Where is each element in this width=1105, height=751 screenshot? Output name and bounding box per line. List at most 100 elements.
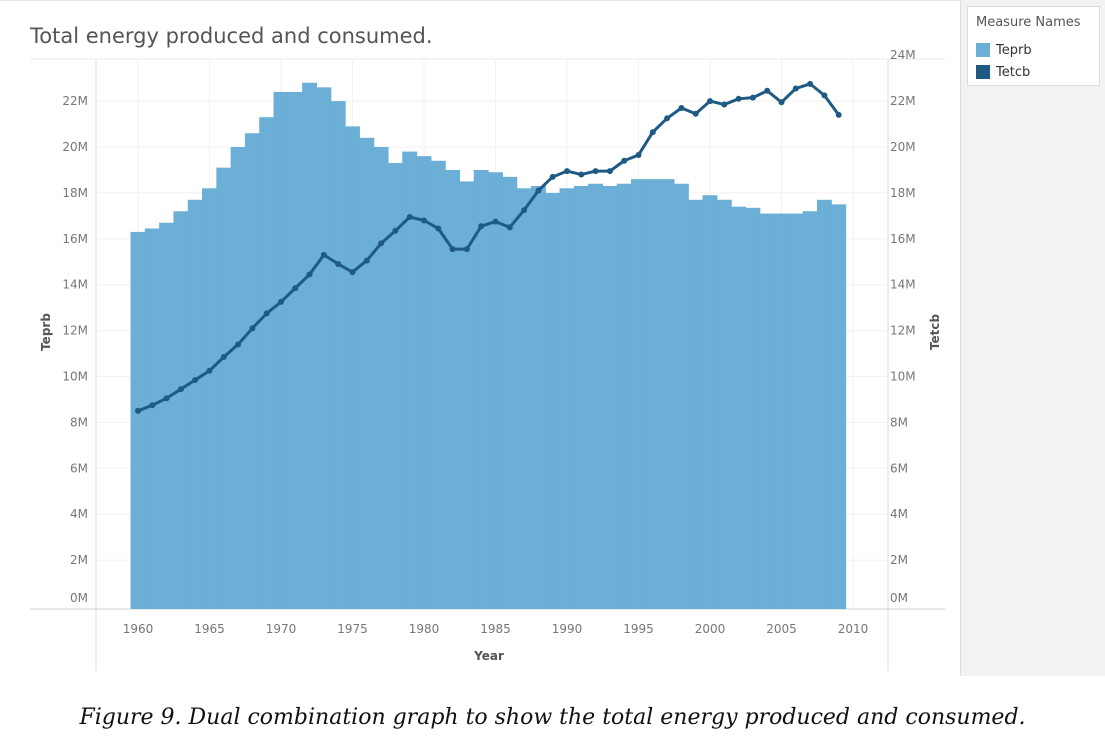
teprb-bar-1960[interactable] [130, 231, 146, 610]
legend-item-tetcb[interactable]: Tetcb [976, 63, 1030, 81]
tetcb-point-1983[interactable] [463, 246, 470, 253]
teprb-bar-1979[interactable] [402, 151, 418, 609]
tetcb-point-1971[interactable] [292, 285, 299, 292]
tetcb-point-1962[interactable] [163, 395, 170, 402]
teprb-bar-1986[interactable] [502, 176, 518, 609]
tetcb-point-1995[interactable] [635, 152, 642, 159]
teprb-bar-2005[interactable] [774, 213, 789, 609]
tetcb-point-1987[interactable] [521, 207, 528, 214]
teprb-bar-2000[interactable] [702, 195, 718, 609]
tetcb-point-1965[interactable] [206, 367, 213, 374]
teprb-bar-1984[interactable] [473, 169, 489, 609]
tetcb-point-2008[interactable] [821, 92, 828, 99]
teprb-bar-1971[interactable] [287, 91, 303, 610]
teprb-bar-1997[interactable] [659, 179, 675, 609]
legend-item-teprb[interactable]: Teprb [976, 41, 1032, 59]
tetcb-point-1975[interactable] [349, 269, 356, 276]
tetcb-point-1970[interactable] [278, 298, 284, 305]
teprb-bar-1964[interactable] [187, 199, 203, 610]
tetcb-point-1993[interactable] [606, 168, 613, 175]
tetcb-point-1992[interactable] [592, 168, 599, 175]
tetcb-point-1990[interactable] [564, 168, 570, 175]
tetcb-point-2004[interactable] [764, 87, 771, 94]
teprb-bar-1995[interactable] [631, 179, 646, 609]
teprb-bar-1988[interactable] [530, 186, 546, 609]
teprb-bar-1981[interactable] [430, 160, 446, 609]
tetcb-point-1996[interactable] [649, 129, 656, 136]
tetcb-point-1968[interactable] [249, 325, 256, 332]
tetcb-point-1998[interactable] [678, 104, 685, 111]
tetcb-point-1997[interactable] [664, 115, 671, 122]
teprb-bar-1973[interactable] [316, 87, 332, 609]
teprb-bar-2008[interactable] [816, 199, 832, 610]
teprb-bar-1965[interactable] [202, 188, 217, 609]
teprb-bar-1992[interactable] [588, 183, 604, 609]
tetcb-point-1978[interactable] [392, 227, 399, 234]
tetcb-point-1960[interactable] [135, 407, 141, 414]
tetcb-point-1999[interactable] [692, 110, 699, 117]
tetcb-point-1969[interactable] [263, 310, 270, 317]
teprb-bar-2007[interactable] [802, 211, 818, 609]
tetcb-point-1991[interactable] [578, 171, 585, 178]
tetcb-point-2000[interactable] [707, 98, 713, 105]
teprb-bar-1980[interactable] [416, 156, 432, 609]
tetcb-point-1981[interactable] [435, 225, 442, 232]
tetcb-point-2007[interactable] [807, 80, 814, 87]
teprb-bar-1982[interactable] [445, 169, 461, 609]
teprb-bar-1977[interactable] [373, 147, 389, 609]
teprb-bar-2002[interactable] [731, 206, 747, 610]
teprb-bar-1967[interactable] [230, 147, 246, 609]
teprb-bar-1976[interactable] [359, 137, 375, 609]
tetcb-point-1966[interactable] [220, 353, 227, 360]
teprb-bar-1966[interactable] [216, 167, 232, 609]
tetcb-point-2009[interactable] [835, 111, 842, 118]
tetcb-point-2006[interactable] [792, 85, 799, 92]
tetcb-point-1994[interactable] [621, 157, 628, 164]
teprb-bar-2001[interactable] [716, 199, 732, 610]
tetcb-point-1984[interactable] [478, 223, 485, 230]
teprb-bar-1963[interactable] [173, 211, 189, 609]
tetcb-point-1963[interactable] [177, 386, 184, 393]
tetcb-point-1976[interactable] [363, 257, 370, 264]
teprb-bar-1989[interactable] [545, 192, 561, 609]
tetcb-point-1985[interactable] [492, 218, 499, 225]
teprb-bar-1978[interactable] [387, 163, 403, 609]
teprb-bar-2006[interactable] [788, 213, 804, 609]
teprb-bar-1972[interactable] [302, 82, 318, 610]
teprb-bar-1962[interactable] [159, 222, 175, 610]
teprb-bar-1999[interactable] [688, 199, 704, 610]
teprb-bar-1998[interactable] [673, 183, 689, 609]
teprb-bar-1970[interactable] [273, 91, 289, 610]
tetcb-point-2002[interactable] [735, 95, 742, 102]
tetcb-point-1982[interactable] [449, 246, 456, 253]
teprb-bar-1993[interactable] [602, 186, 618, 609]
tetcb-point-1979[interactable] [406, 214, 413, 220]
tetcb-point-1977[interactable] [378, 240, 385, 247]
tetcb-point-1989[interactable] [549, 173, 556, 180]
teprb-bar-1968[interactable] [244, 133, 260, 610]
tetcb-point-1988[interactable] [535, 187, 542, 194]
tetcb-point-2003[interactable] [749, 94, 756, 101]
teprb-bar-1975[interactable] [345, 126, 360, 609]
teprb-bar-2003[interactable] [745, 207, 761, 609]
tetcb-point-1967[interactable] [235, 341, 242, 348]
tetcb-point-1961[interactable] [149, 402, 156, 409]
tetcb-point-1972[interactable] [306, 271, 313, 278]
tetcb-point-1964[interactable] [192, 376, 199, 383]
teprb-bar-1969[interactable] [259, 117, 275, 610]
teprb-bar-1990[interactable] [559, 188, 575, 609]
teprb-bar-1994[interactable] [616, 183, 632, 609]
teprb-bar-1974[interactable] [330, 101, 346, 609]
tetcb-point-1980[interactable] [421, 217, 427, 224]
tetcb-point-1974[interactable] [335, 261, 342, 268]
tetcb-point-1986[interactable] [506, 224, 513, 231]
teprb-bar-1961[interactable] [144, 228, 160, 609]
teprb-bar-1987[interactable] [516, 188, 532, 609]
teprb-bar-2004[interactable] [759, 213, 775, 609]
tetcb-point-2001[interactable] [721, 101, 728, 108]
teprb-bar-1985[interactable] [488, 172, 503, 609]
teprb-bar-1996[interactable] [645, 179, 661, 609]
teprb-bar-2009[interactable] [831, 204, 847, 610]
teprb-bar-1991[interactable] [573, 186, 589, 609]
tetcb-point-1973[interactable] [320, 251, 327, 258]
